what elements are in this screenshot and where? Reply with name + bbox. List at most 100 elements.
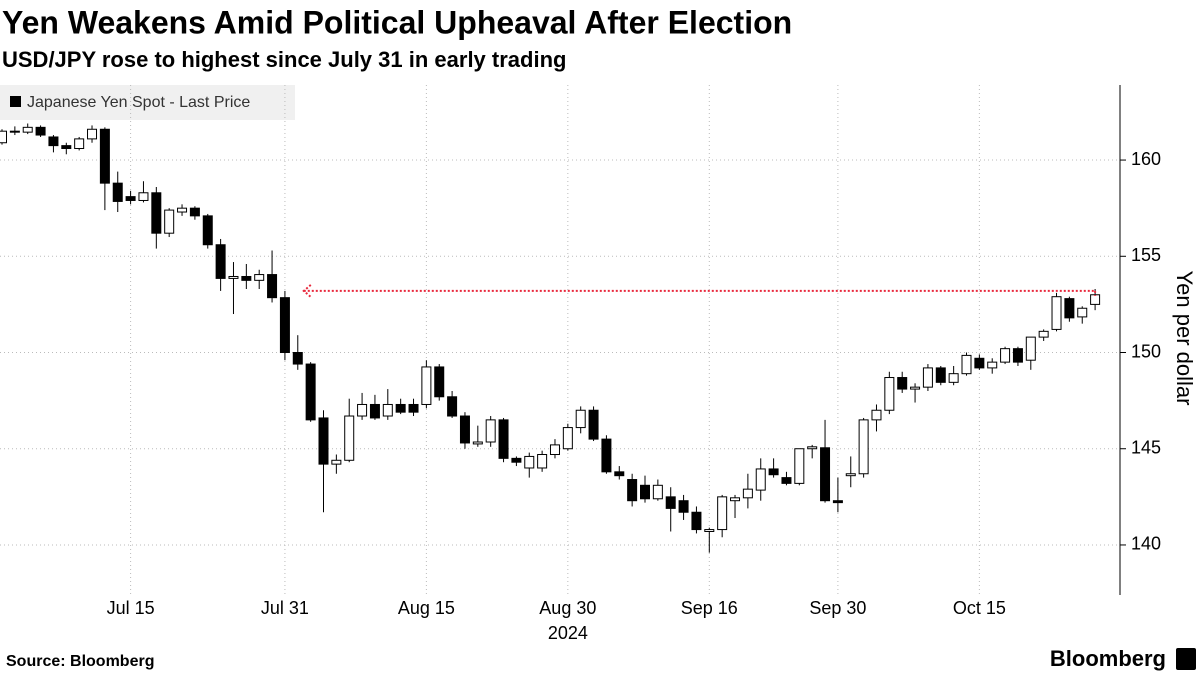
candle-body — [459, 415, 470, 444]
y-tick-label: 145 — [1131, 437, 1161, 457]
candle-body — [1064, 298, 1075, 319]
candle-body — [820, 447, 831, 502]
y-axis-label: Yen per dollar — [1172, 271, 1197, 406]
candle-body — [704, 529, 715, 532]
candle-body — [151, 192, 162, 234]
candle-body — [935, 367, 946, 383]
candle-body — [1038, 330, 1049, 338]
candle-body — [202, 215, 213, 246]
candle-body — [588, 409, 599, 440]
x-tick-label: Sep 16 — [681, 598, 738, 618]
candle-body — [678, 500, 689, 513]
candle-body — [395, 403, 406, 413]
candle-body — [357, 403, 368, 417]
candle-body — [241, 275, 252, 281]
candle-body — [292, 352, 303, 365]
candle-body — [305, 363, 316, 421]
candle-body — [472, 441, 483, 445]
candle-body — [807, 446, 818, 450]
candle-body — [511, 457, 522, 463]
candle-body — [832, 500, 843, 504]
legend-box — [0, 85, 295, 120]
candle-body — [742, 488, 753, 499]
x-tick-label: Aug 15 — [398, 598, 455, 618]
candle-body — [755, 468, 766, 491]
candle-body — [318, 417, 329, 465]
candle-body — [164, 209, 175, 234]
x-tick-label: Oct 15 — [953, 598, 1006, 618]
candle-body — [665, 496, 676, 509]
candle-body — [177, 207, 188, 213]
brand-logo: Bloomberg — [1050, 646, 1166, 671]
candle-body — [910, 386, 921, 390]
candle-body — [22, 126, 33, 133]
candle-body — [112, 182, 123, 202]
reference-arrow — [302, 284, 312, 298]
candle-body — [524, 455, 535, 469]
candle-body — [254, 274, 265, 281]
candle-body — [652, 484, 663, 500]
candle-body — [730, 497, 741, 502]
candle-body — [35, 126, 46, 136]
candle-body — [1051, 296, 1062, 330]
candle-body — [48, 136, 59, 147]
candle-body — [331, 459, 342, 465]
x-axis-label: 2024 — [548, 623, 588, 643]
candle-body — [228, 275, 239, 279]
candle-body — [99, 128, 110, 184]
legend-swatch — [10, 96, 21, 107]
candle-body — [1025, 336, 1036, 361]
candle-body — [974, 357, 985, 369]
candle-body — [498, 419, 509, 459]
candle-body — [369, 403, 380, 419]
candle-body — [794, 448, 805, 484]
candle-body — [382, 403, 393, 417]
candle-body — [948, 373, 959, 383]
source: Source: Bloomberg — [6, 653, 154, 670]
candle-body — [575, 409, 586, 429]
candle-body — [537, 454, 548, 469]
candle-body — [845, 473, 856, 477]
candle-body — [897, 377, 908, 390]
candle-body — [781, 477, 792, 484]
x-tick-label: Aug 30 — [539, 598, 596, 618]
candle-body — [215, 244, 226, 279]
candle-body — [74, 138, 85, 150]
candle-body — [408, 403, 419, 413]
candle-body — [189, 207, 200, 217]
candle-body — [9, 130, 20, 133]
candle-body — [768, 468, 779, 476]
candle-body — [1012, 348, 1023, 363]
candle-body — [717, 496, 728, 531]
chart-title: Yen Weakens Amid Political Upheaval Afte… — [2, 4, 792, 40]
candle-body — [884, 377, 895, 411]
candle-body — [125, 196, 136, 201]
candle-body — [1077, 307, 1088, 318]
candle-body — [87, 128, 98, 140]
candle-body — [279, 297, 290, 354]
candle-body — [987, 361, 998, 369]
candle-body — [61, 145, 72, 150]
x-tick-label: Jul 31 — [261, 598, 309, 618]
candle-body — [549, 444, 560, 456]
candle-body — [138, 192, 149, 201]
y-tick-label: 150 — [1131, 341, 1161, 361]
brand-icon — [1176, 648, 1196, 670]
candle-body — [627, 479, 638, 502]
candle-body — [447, 396, 458, 417]
candle-body — [267, 274, 278, 299]
x-tick-label: Sep 30 — [809, 598, 866, 618]
legend-label: Japanese Yen Spot - Last Price — [27, 94, 250, 111]
y-tick-label: 140 — [1131, 534, 1161, 554]
candle-body — [485, 419, 496, 443]
candle-body — [344, 415, 355, 461]
y-tick-label: 155 — [1131, 245, 1161, 265]
candle-body — [691, 511, 702, 531]
candle-body — [601, 438, 612, 473]
candle-body — [1090, 294, 1101, 305]
candle-body — [421, 366, 432, 405]
candle-body — [614, 471, 625, 477]
y-tick-label: 160 — [1131, 149, 1161, 169]
